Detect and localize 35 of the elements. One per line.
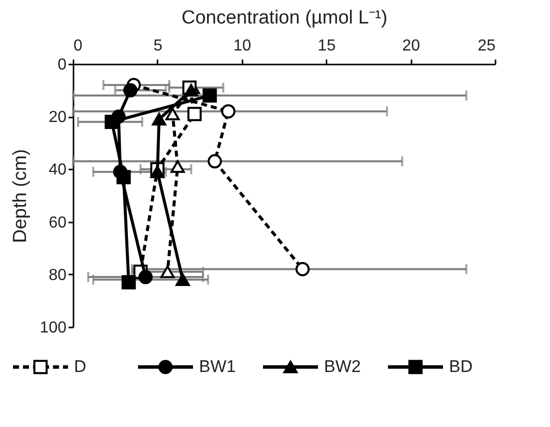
y-tick-label: 0 [58,56,67,74]
point [116,170,131,184]
point [221,104,236,118]
y-tick-label: 80 [48,266,67,284]
x-tick-label: 5 [153,38,162,54]
legend-label: BW2 [324,357,361,376]
y-tick-label: 60 [48,214,67,232]
y-axis-title: Depth (cm) [10,149,31,243]
x-tick-label: 0 [74,38,82,54]
x-axis-title: Concentration (µmol L⁻¹) [182,8,388,28]
x-tick-label: 15 [318,38,336,54]
point [184,84,198,97]
legend-label: BD [449,357,473,376]
point [202,88,217,103]
x-tick-label: 20 [402,38,420,54]
y-tick-label: 40 [48,162,67,179]
point [170,160,185,173]
point [152,112,166,126]
point [176,273,190,286]
point [150,166,165,178]
point [295,262,310,276]
legend-label: D [74,357,86,376]
y-tick-label: 20 [48,109,67,126]
point [187,106,202,122]
point [165,108,180,120]
x-tick-label: 25 [478,38,496,54]
point [160,265,175,278]
point [208,154,222,168]
point [122,275,136,290]
legend-label: BW1 [199,357,236,376]
point [123,83,138,98]
point [104,114,119,129]
y-tick-label: 100 [40,320,67,336]
x-tick-label: 10 [233,38,252,54]
point [138,270,153,284]
